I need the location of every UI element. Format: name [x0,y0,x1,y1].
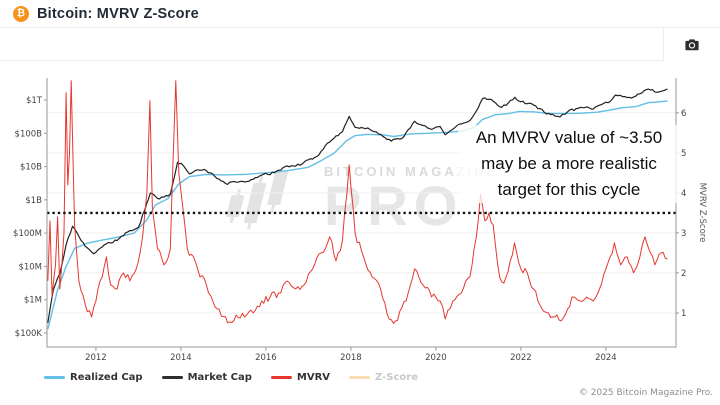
x-axis-label-2018: 2018 [340,353,362,363]
legend-swatch-mvrv [270,376,292,379]
page-title: Bitcoin: MVRV Z-Score [37,5,199,22]
left-axis-label--1m: $1M [24,296,42,306]
legend-item-realized-cap[interactable]: Realized Cap [44,372,143,383]
series-market-cap-line [47,88,668,324]
x-axis-label-2016: 2016 [255,353,277,363]
x-axis-label-2020: 2020 [425,353,447,363]
left-axis-label--100b: $100B [15,129,43,139]
annotation-text: An MVRV value of ~3.50 may be a more rea… [458,125,680,203]
annotation-line-3: target for this cycle [497,180,641,199]
right-axis-label-3: 3 [681,229,686,239]
copyright-text: © 2025 Bitcoin Magazine Pro. [578,388,713,398]
legend-label: Realized Cap [70,372,143,383]
legend-swatch-z-score [349,376,371,379]
camera-icon [685,38,699,50]
left-axis-label--1t: $1T [26,96,43,106]
bitcoin-icon: ₿ [13,5,29,22]
screenshot-button[interactable] [663,28,720,61]
x-axis-label-2014: 2014 [170,353,192,363]
chart-toolbar [0,28,720,61]
title-bar: ₿ Bitcoin: MVRV Z-Score [0,0,720,28]
right-axis-label-6: 6 [681,109,686,119]
legend-swatch-market-cap [161,376,183,379]
annotation-line-1: An MVRV value of ~3.50 [475,128,663,147]
left-axis-label--10b: $10B [20,163,42,173]
right-axis-label-2: 2 [681,269,686,279]
x-axis-label-2012: 2012 [85,353,107,363]
right-axis-label-5: 5 [681,149,686,159]
chart-legend: Realized Cap Market Cap MVRV Z-Score [44,372,418,383]
left-axis-label--10m: $10M [18,262,42,272]
chart-area[interactable]: BITCOIN MAGAZINE PRO 2012 2014 2016 2018 202… [0,61,720,405]
left-axis-label--100m: $100M [13,229,42,239]
left-axis-label--1b: $1B [25,196,42,206]
legend-item-z-score[interactable]: Z-Score [349,372,418,383]
right-axis-title: MVRV Z-Score [697,183,707,243]
legend-label: MVRV [296,372,331,383]
right-axis-label-4: 4 [681,189,686,199]
legend-item-market-cap[interactable]: Market Cap [161,372,252,383]
left-axis-label--100k: $100K [15,329,43,339]
legend-swatch-realized-cap [44,376,65,379]
x-axis-label-2022: 2022 [510,353,532,363]
legend-label: Z-Score [375,372,418,383]
annotation-line-2: may be a more realistic [481,154,657,173]
right-axis-label-1: 1 [681,309,686,319]
mvrv-zscore-chart[interactable]: 2012 2014 2016 2018 2020 2022 2024 $1T $100B $10B… [0,61,720,405]
series-mvrv-line [47,80,668,324]
legend-item-mvrv[interactable]: MVRV [270,372,331,383]
legend-label: Market Cap [187,372,252,383]
x-axis-label-2024: 2024 [595,353,617,363]
axis-frame [46,78,677,348]
